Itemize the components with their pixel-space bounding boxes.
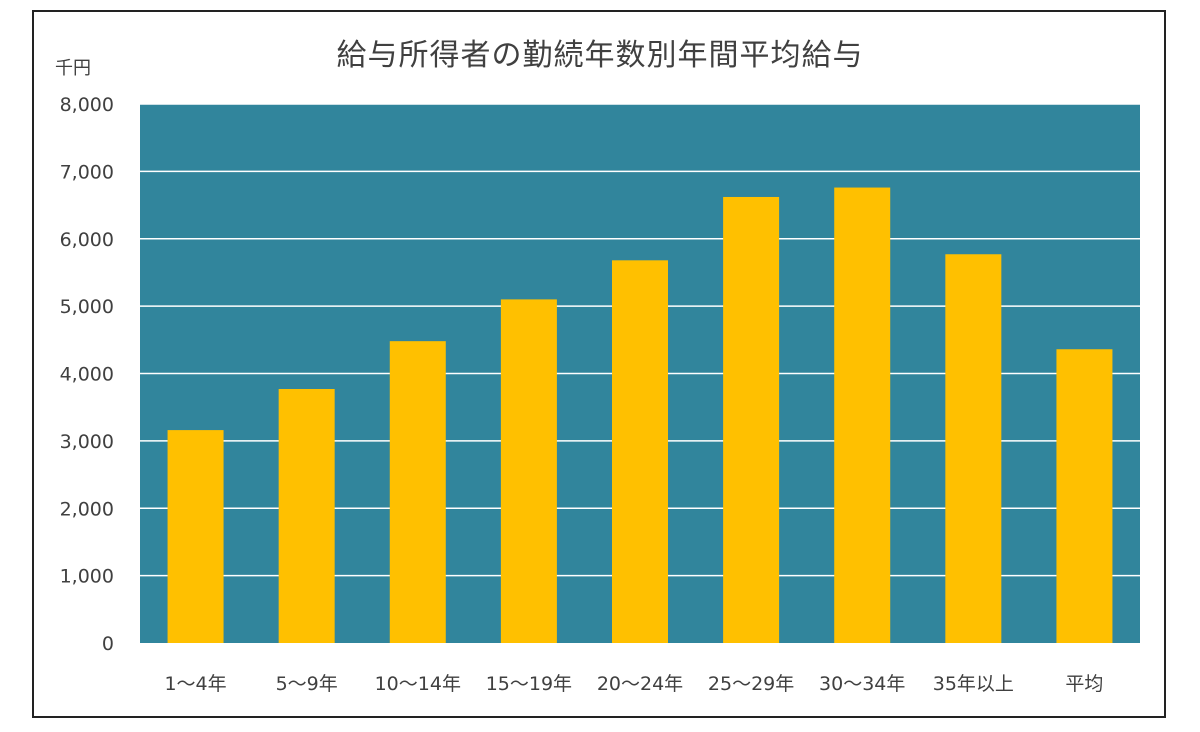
bar (389, 341, 446, 643)
y-tick-label: 3,000 (60, 431, 114, 453)
y-tick-label: 4,000 (60, 364, 114, 386)
x-tick-label: 30～34年 (819, 673, 905, 695)
x-tick-label: 平均 (1065, 673, 1103, 695)
y-tick-label: 5,000 (60, 296, 114, 318)
x-tick-label: 35年以上 (933, 673, 1014, 695)
bar (834, 187, 891, 644)
y-tick-label: 6,000 (60, 229, 114, 251)
bar (500, 299, 557, 643)
bar (167, 430, 224, 643)
x-tick-label: 20～24年 (597, 673, 683, 695)
y-tick-label: 0 (102, 633, 114, 655)
bar (723, 196, 780, 644)
chart-title: 給与所得者の勤続年数別年間平均給与 (336, 38, 864, 73)
x-tick-label: 25～29年 (708, 673, 794, 695)
bar (1056, 349, 1113, 643)
bars (167, 187, 1113, 644)
x-tick-label: 5～9年 (276, 673, 338, 695)
y-unit-label: 千円 (55, 58, 91, 79)
bar (612, 260, 668, 643)
y-tick-label: 8,000 (60, 94, 114, 116)
bar (278, 388, 335, 643)
x-tick-label: 1～4年 (164, 673, 226, 695)
x-axis: 1～4年 5～9年 10～14年 15～19年 20～24年 25～29年 30～34年 35… (164, 673, 1103, 695)
y-axis: 0 1,000 2,000 3,000 4,000 5,000 6,000 7,000 8,00… (60, 94, 114, 655)
y-tick-label: 2,000 (60, 498, 114, 520)
y-tick-label: 1,000 (60, 566, 114, 588)
x-tick-label: 10～14年 (375, 673, 461, 695)
y-tick-label: 7,000 (60, 161, 114, 183)
bar (945, 254, 1002, 643)
x-tick-label: 15～19年 (486, 673, 572, 695)
